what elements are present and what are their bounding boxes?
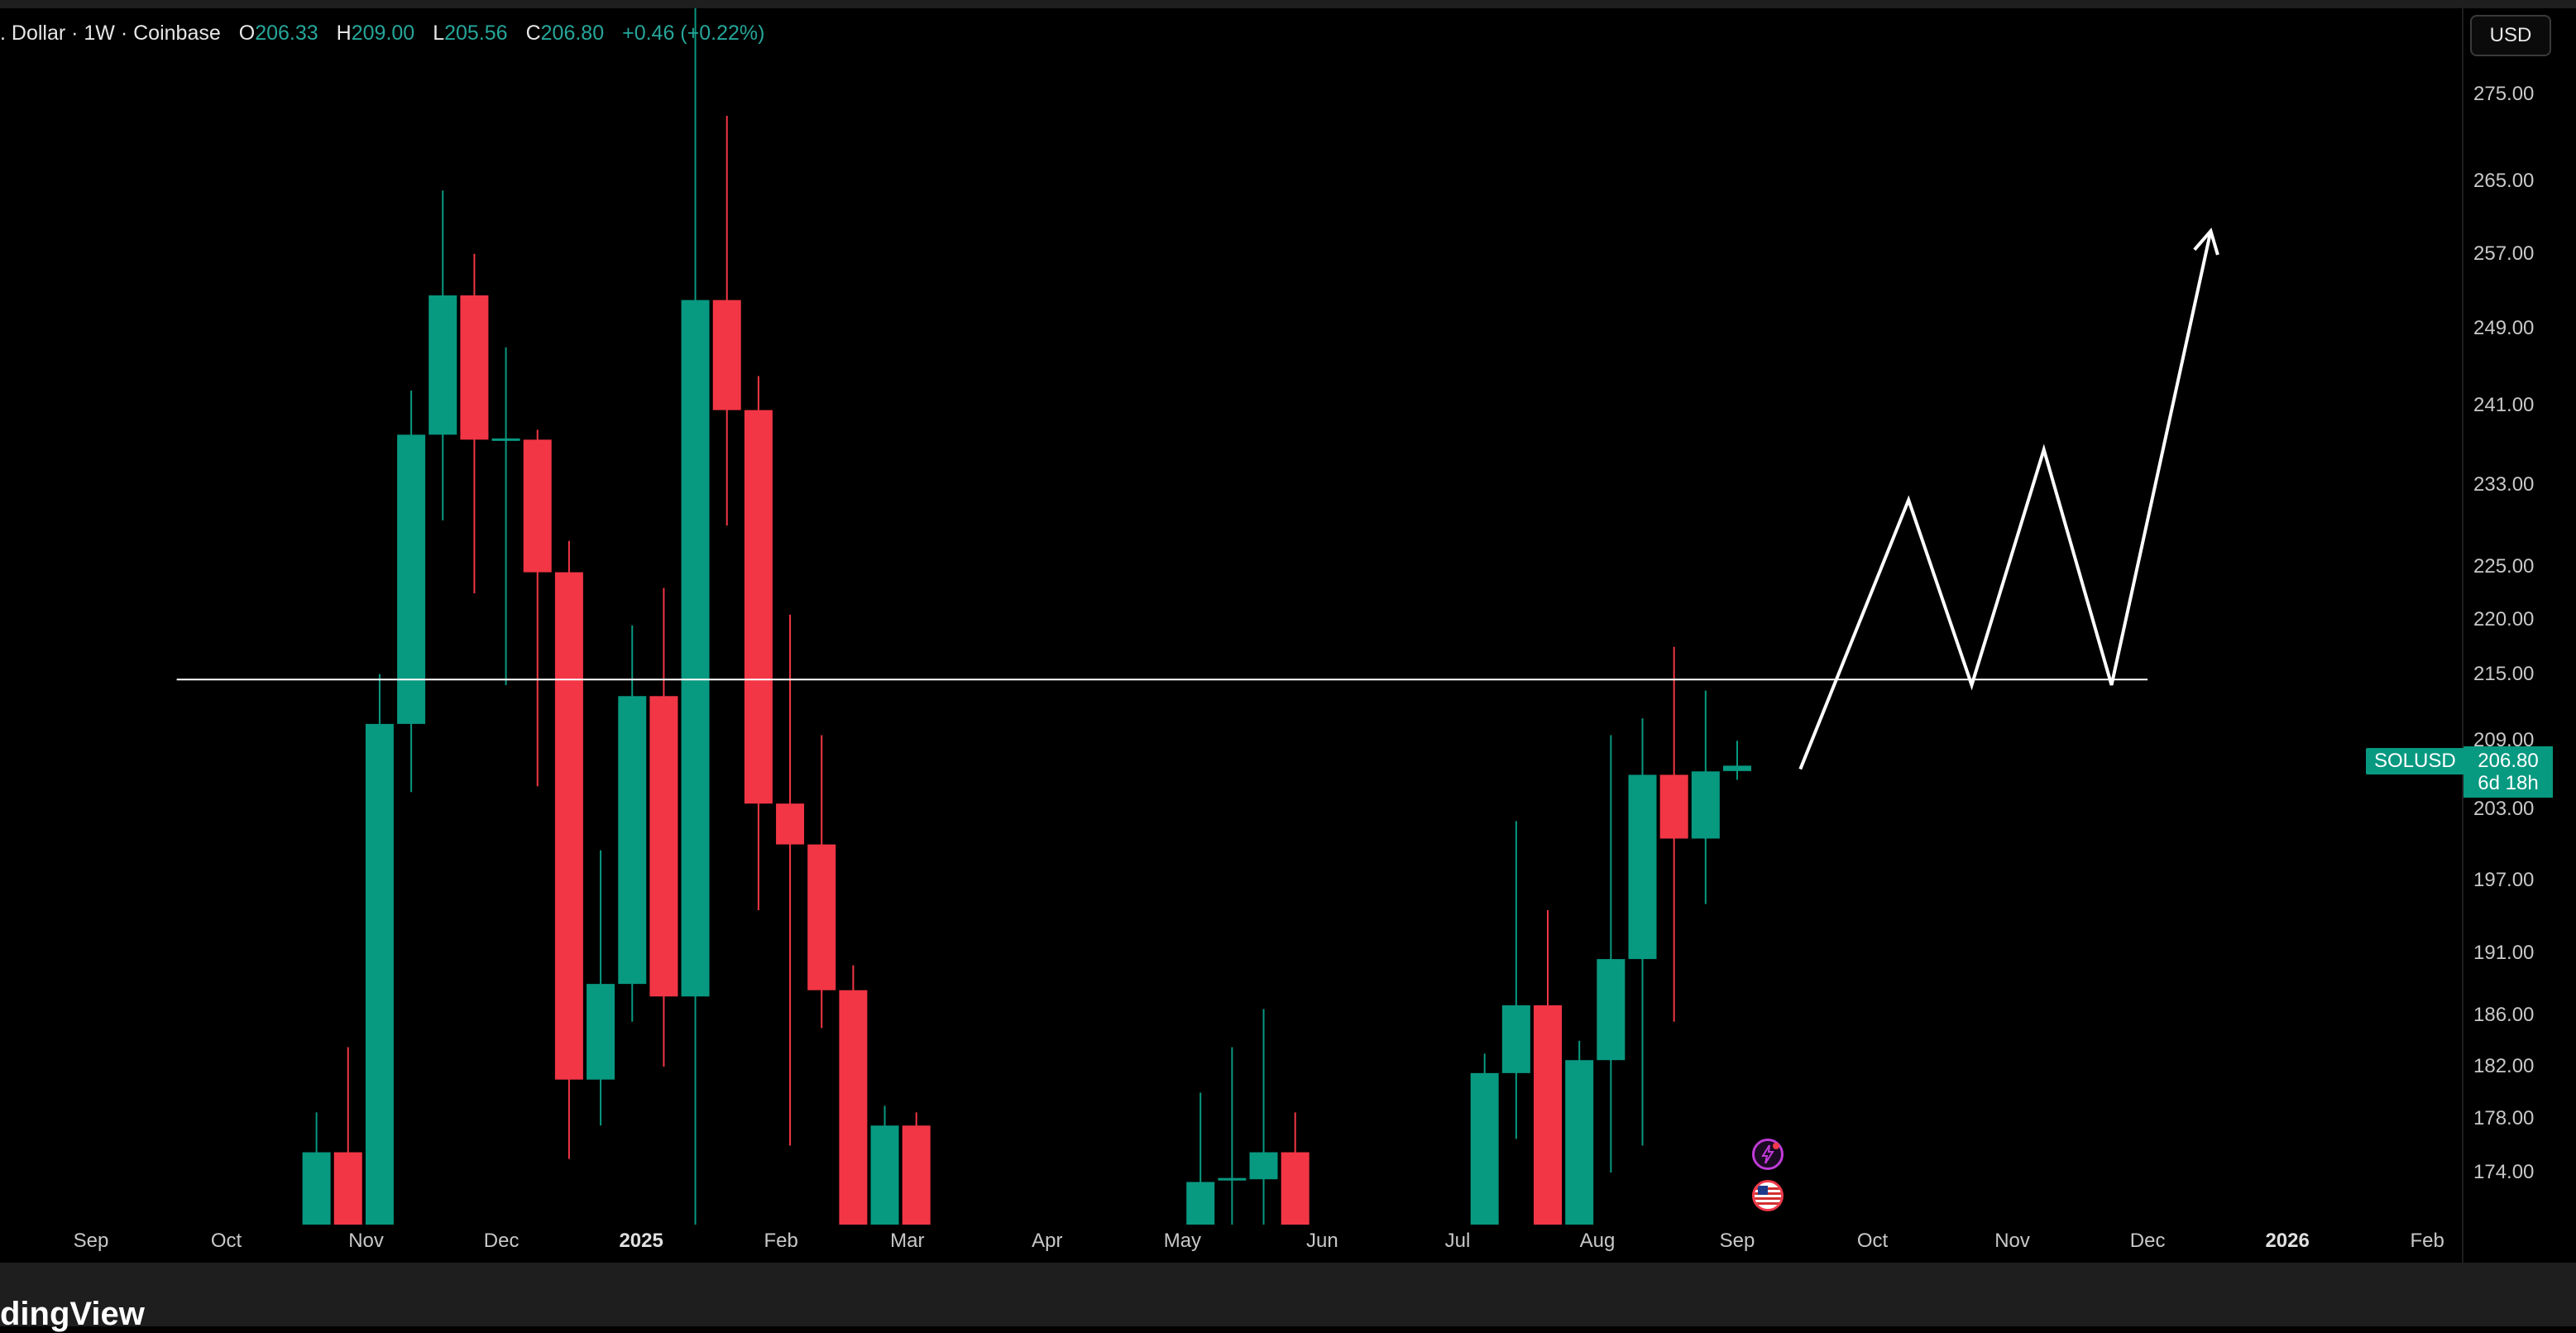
candle-body <box>1470 1072 1499 1225</box>
candle-body <box>902 1125 931 1225</box>
candle-body <box>429 295 457 435</box>
time-tick-label: 2026 <box>2265 1230 2310 1252</box>
candle-body <box>1723 765 1751 771</box>
legend-close-key: C <box>525 21 541 45</box>
candle-body <box>1501 1005 1530 1073</box>
time-tick-label: May <box>1163 1230 1202 1252</box>
time-tick-label: Dec <box>483 1230 520 1252</box>
time-tick-label: Feb <box>2410 1230 2444 1252</box>
legend-open: 206.33 <box>255 21 318 45</box>
candle-body <box>1628 774 1657 960</box>
candle-body <box>1691 771 1720 839</box>
price-tick-label: 249.00 <box>2473 316 2535 339</box>
price-tick-label: 178.00 <box>2473 1107 2535 1130</box>
ohlc-legend: . Dollar · 1W · Coinbase O 206.33 H 209.00… <box>0 12 764 55</box>
legend-change: +0.46 (+0.22%) <box>622 21 765 45</box>
candle-body <box>744 410 773 804</box>
flash-icon-glyph <box>1761 1143 1779 1164</box>
candle-body <box>618 696 647 985</box>
time-tick-label: Dec <box>2129 1230 2166 1252</box>
chart-area[interactable] <box>0 8 2576 1263</box>
candle-body <box>1565 1060 1594 1225</box>
brand-logo-text: dingView <box>0 1296 145 1332</box>
projection-path <box>1798 230 2213 770</box>
time-tick-label: Feb <box>764 1230 798 1252</box>
price-axis-border <box>2462 8 2463 1263</box>
us-flag-glyph <box>1755 1186 1781 1205</box>
candle-body <box>776 803 805 845</box>
candle-body <box>1186 1182 1215 1225</box>
price-tick-label: 191.00 <box>2473 941 2535 964</box>
candle-body <box>1597 959 1626 1061</box>
legend-close: 206.80 <box>540 21 605 45</box>
currency-button[interactable]: USD <box>2470 15 2551 56</box>
time-tick-label: Oct <box>210 1230 242 1252</box>
candle-body <box>397 434 426 724</box>
time-tick-label: Sep <box>1719 1230 1755 1252</box>
time-tick-label: 2025 <box>619 1230 663 1252</box>
flash-icon[interactable] <box>1752 1139 1784 1170</box>
candle-body <box>365 723 394 1225</box>
legend-low: 205.56 <box>444 21 508 45</box>
price-tick-label: 203.00 <box>2473 798 2535 821</box>
candle-body <box>1534 1005 1563 1225</box>
price-tick-label: 265.00 <box>2473 170 2535 193</box>
bar-countdown: 6d 18h <box>2478 772 2539 794</box>
top-strip <box>0 0 2576 8</box>
candle-body <box>523 439 552 573</box>
time-tick-label: Sep <box>73 1230 109 1252</box>
price-tick-label: 182.00 <box>2473 1055 2535 1078</box>
candle-body <box>302 1152 331 1225</box>
time-tick-label: Nov <box>1994 1230 2030 1252</box>
candle-body <box>333 1152 362 1225</box>
candle-body <box>807 844 836 990</box>
price-tick-label: 197.00 <box>2473 868 2535 891</box>
legend-high-key: H <box>336 21 352 45</box>
time-tick-label: Oct <box>1856 1230 1889 1252</box>
candle-body <box>870 1125 899 1225</box>
last-price-value: 206.80 <box>2478 750 2539 772</box>
candle-body <box>1659 774 1688 839</box>
candle-body <box>712 300 741 410</box>
price-tick-label: 257.00 <box>2473 242 2535 265</box>
candle-body <box>839 990 868 1225</box>
legend-high: 209.00 <box>351 21 415 45</box>
time-tick-label: Jul <box>1444 1230 1471 1252</box>
candlestick-chart[interactable] <box>0 8 2576 1263</box>
candle-body <box>587 984 615 1080</box>
time-tick-label: Apr <box>1032 1230 1063 1252</box>
candle-body <box>554 572 583 1080</box>
price-tick-label: 233.00 <box>2473 472 2535 496</box>
legend-open-key: O <box>238 21 256 45</box>
candle-body <box>1249 1152 1278 1180</box>
price-tick-label: 275.00 <box>2473 83 2535 105</box>
last-price-label: 206.80 6d 18h <box>2463 746 2553 798</box>
legend-symbol: . Dollar · 1W · Coinbase <box>0 21 221 45</box>
price-tick-label: 186.00 <box>2473 1004 2535 1027</box>
bottom-bar: dingView <box>0 1263 2576 1332</box>
price-tick-label: 241.00 <box>2473 393 2535 416</box>
candle-body <box>491 438 520 441</box>
time-tick-label: Aug <box>1579 1230 1616 1252</box>
symbol-price-tag: SOLUSD <box>2366 748 2464 774</box>
price-tick-label: 220.00 <box>2473 608 2535 631</box>
time-tick-label: Nov <box>348 1230 384 1252</box>
price-tick-label: 225.00 <box>2473 555 2535 578</box>
time-tick-label: Mar <box>890 1230 925 1252</box>
us-flag-icon[interactable] <box>1752 1180 1784 1211</box>
candle-body <box>1281 1152 1310 1225</box>
legend-low-key: L <box>433 21 445 45</box>
price-tick-label: 174.00 <box>2473 1161 2535 1183</box>
candle-body <box>460 295 489 440</box>
candle-body <box>1218 1177 1247 1181</box>
candle-body <box>681 300 710 997</box>
time-tick-label: Jun <box>1306 1230 1338 1252</box>
price-tick-label: 215.00 <box>2473 662 2535 685</box>
candle-body <box>649 696 678 997</box>
projection-arrowhead <box>2193 228 2219 256</box>
